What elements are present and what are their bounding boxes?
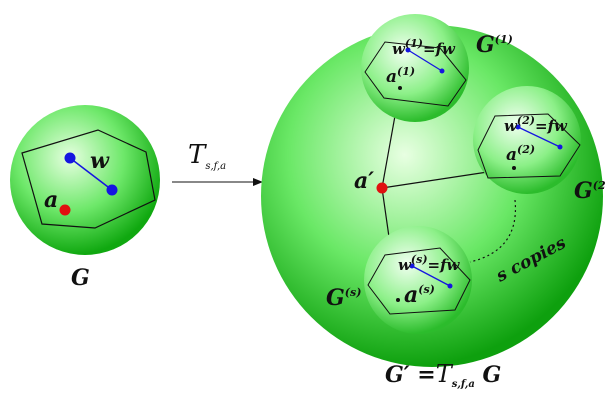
a-prime-vertex (376, 182, 388, 194)
caption: G′ =Ts,f,a G (385, 360, 501, 389)
copy-s-a-label: a(s) (404, 282, 435, 308)
copy-1-w-label: w(1)=fw (392, 37, 456, 58)
graph-g: w a G (10, 105, 160, 291)
copy-s-w-vertex-2 (447, 283, 453, 289)
copy-2-w-vertex-1 (515, 124, 521, 130)
caption-prefix: G′ = (385, 362, 436, 388)
copy-2-w-label: w(2)=fw (504, 114, 568, 135)
operator-label: Ts,f,a (188, 140, 226, 172)
copy-2-w-vertex-2 (557, 144, 563, 150)
copy-2-name-text: G (574, 178, 593, 204)
copy-2-w-eq: =fw (535, 117, 568, 135)
graph-g-edge-w (69, 157, 113, 191)
copy-1-name-index: (1) (495, 33, 513, 46)
copy-2-name-index: (2) (593, 179, 605, 192)
graph-g-w-vertex-2 (106, 184, 118, 196)
copy-s-w-vertex-1 (409, 263, 415, 269)
copy-2: w(2)=fw a(2) G(2) (473, 86, 605, 204)
copy-1-name: G(1) (476, 32, 513, 58)
graph-g-w-vertex-1 (64, 152, 76, 164)
copy-2-a-vertex (512, 166, 516, 170)
caption-subscript: s,f,a (452, 379, 475, 389)
copy-1-a-index: (1) (397, 65, 415, 78)
graph-g-prime: s copies w(1)=fw a(1) G(1) (261, 14, 605, 367)
copy-s-boundary (367, 247, 471, 315)
copy-1-w-vertex-2 (439, 68, 445, 74)
operator-arrow: Ts,f,a (172, 140, 263, 186)
copy-s-disk (364, 226, 472, 334)
copy-1-name-text: G (476, 32, 495, 58)
copy-1-a-vertex (398, 86, 402, 90)
caption-suffix: G (475, 362, 501, 388)
copy-1-w-vertex-1 (405, 47, 411, 53)
copy-s: w(s)=fw a(s) G(s) (326, 226, 472, 334)
copy-s-a-index: (s) (418, 283, 435, 296)
copy-1-w-edge (407, 49, 443, 72)
copy-s-name: G(s) (326, 285, 361, 311)
copy-2-a-index: (2) (517, 143, 535, 156)
copy-s-a-text: a (404, 282, 418, 308)
copy-1-a-label: a(1) (386, 65, 415, 87)
copy-1-a-text: a (386, 67, 397, 87)
graph-g-boundary (21, 129, 156, 229)
copy-s-w-label: w(s)=fw (398, 253, 461, 274)
copy-2-a-label: a(2) (506, 143, 535, 165)
copy-s-a-vertex (396, 298, 400, 302)
copy-2-name: G(2) (574, 178, 605, 204)
copy-2-disk (473, 86, 581, 194)
copy-s-name-index: (s) (345, 286, 362, 299)
copy-s-w-edge (411, 265, 451, 287)
graph-g-w-label: w (90, 148, 110, 174)
copy-s-w-text: w (398, 256, 412, 274)
copy-s-w-index: (s) (411, 253, 428, 266)
copy-1-w-index: (1) (405, 37, 423, 50)
operator-symbol: T (188, 140, 207, 170)
graph-g-a-label: a (44, 187, 58, 213)
copy-1-w-eq: =fw (423, 40, 456, 58)
copy-1: w(1)=fw a(1) G(1) (361, 14, 513, 122)
caption-symbol: T (436, 360, 454, 388)
copy-2-boundary (477, 113, 581, 179)
copy-s-w-eq: =fw (428, 256, 461, 274)
copy-2-w-text: w (504, 117, 518, 135)
copy-1-boundary (364, 41, 467, 107)
graph-g-disk (10, 105, 160, 255)
copy-1-w-text: w (392, 40, 406, 58)
copy-2-w-index: (2) (517, 114, 535, 127)
copies-dotted-arc (469, 199, 517, 263)
operator-subscript: s,f,a (205, 161, 226, 172)
copy-s-name-text: G (326, 285, 345, 311)
copy-2-a-text: a (506, 145, 517, 165)
copy-1-disk (361, 14, 469, 122)
a-prime-label: a′ (354, 168, 374, 194)
graph-g-name: G (71, 265, 90, 291)
graph-g-a-vertex (59, 204, 71, 216)
copy-2-w-edge (517, 126, 561, 148)
